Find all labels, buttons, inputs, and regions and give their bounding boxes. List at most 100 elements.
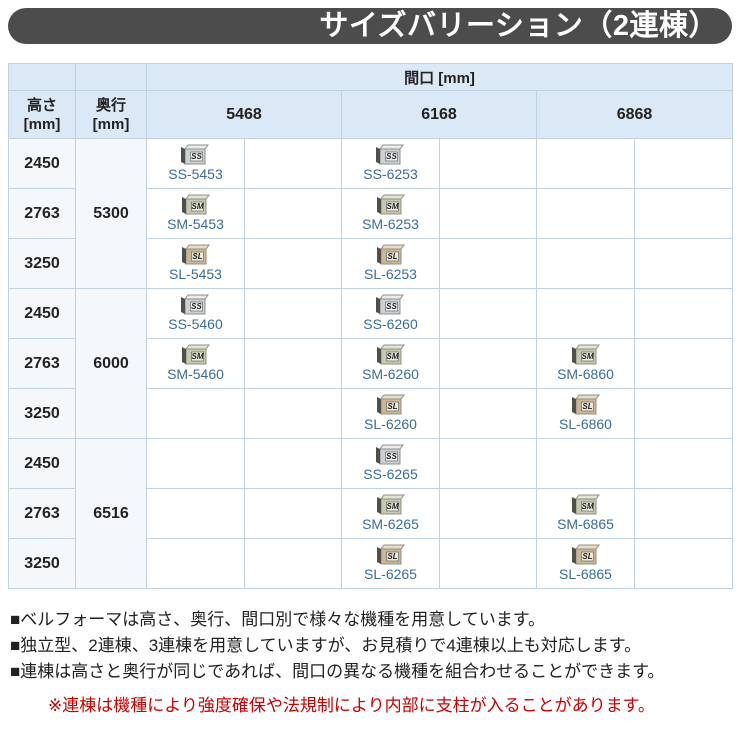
svg-text:SM: SM: [386, 352, 398, 361]
sm-unit-icon: SM: [181, 194, 210, 214]
svg-text:SL: SL: [387, 402, 397, 411]
frontage-span-header: 間口 [mm]: [145, 63, 734, 91]
sl-unit-icon: SL: [376, 394, 405, 414]
empty-cell: [536, 188, 635, 239]
product-link[interactable]: SM SM-6260: [362, 344, 419, 382]
empty-cell: [439, 288, 537, 339]
sl-unit-icon: SL: [376, 244, 405, 264]
sm-unit-icon: SM: [571, 344, 600, 364]
empty-cell: [633, 438, 734, 489]
empty-cell: [244, 388, 342, 439]
sl-unit-icon: SL: [571, 544, 600, 564]
height-value: 3250: [8, 388, 76, 439]
empty-cell: [633, 338, 734, 389]
height-value: 3250: [8, 238, 76, 289]
product-link[interactable]: SS SS-6260: [363, 294, 418, 332]
table-row: 2450 5300 SS SS-5453 SS SS-6253: [8, 138, 734, 289]
product-cell: SM SM-5460: [146, 338, 245, 389]
product-link[interactable]: SL SL-6265: [364, 544, 417, 582]
product-link[interactable]: SS SS-5460: [168, 294, 223, 332]
svg-text:SL: SL: [582, 402, 592, 411]
empty-cell: [439, 238, 537, 289]
height-column-header: 高さ [mm]: [8, 90, 76, 139]
product-cell: SS SS-6253: [341, 138, 440, 189]
product-code: SS-5453: [168, 165, 223, 182]
product-link[interactable]: SM SM-6265: [362, 494, 419, 532]
ss-unit-icon: SS: [376, 294, 405, 314]
sm-unit-icon: SM: [571, 494, 600, 514]
note-line: ■連棟は高さと奥行が同じであれば、間口の異なる機種を組合わせることができます。: [10, 662, 665, 681]
sl-unit-icon: SL: [181, 244, 210, 264]
product-code: SM-6860: [557, 365, 614, 382]
product-cell: SL SL-6860: [536, 388, 635, 439]
svg-text:SS: SS: [387, 302, 398, 311]
empty-cell: [244, 438, 342, 489]
table-row: 2450 6516 SS SS-6265: [8, 438, 734, 589]
product-link[interactable]: SM SM-5453: [167, 194, 224, 232]
svg-text:SM: SM: [581, 352, 593, 361]
product-link[interactable]: SL SL-5453: [169, 244, 222, 282]
table-row: 3250 SL SL-6260 SL SL-6860: [8, 388, 734, 439]
empty-cell: [633, 288, 734, 339]
svg-text:SS: SS: [387, 452, 398, 461]
height-value: 2450: [8, 438, 76, 489]
product-link[interactable]: SS SS-6253: [363, 144, 418, 182]
product-link[interactable]: SL SL-6865: [559, 544, 612, 582]
ss-unit-icon: SS: [181, 144, 210, 164]
product-link[interactable]: SM SM-6860: [557, 344, 614, 382]
svg-text:SL: SL: [582, 552, 592, 561]
product-code: SM-5460: [167, 365, 224, 382]
note-line: ■ベルフォーマは高さ、奥行、間口別で様々な機種を用意しています。: [10, 610, 546, 629]
product-link[interactable]: SS SS-6265: [363, 444, 418, 482]
blank-header-cell: [75, 63, 147, 91]
width-header-6868: 6868: [535, 90, 734, 139]
height-value: 2450: [8, 288, 76, 339]
height-unit: [mm]: [23, 115, 61, 133]
empty-cell: [244, 188, 342, 239]
depth-value: 6516: [75, 438, 147, 589]
product-link[interactable]: SL SL-6260: [364, 394, 417, 432]
empty-cell: [536, 238, 635, 289]
product-link[interactable]: SL SL-6860: [559, 394, 612, 432]
product-cell: SL SL-6865: [536, 538, 635, 589]
ss-unit-icon: SS: [376, 144, 405, 164]
table-row: 2763 SM SM-5453 SM SM-6253: [8, 188, 734, 239]
product-code: SL-6253: [364, 265, 417, 282]
product-cell: SL SL-5453: [146, 238, 245, 289]
product-code: SM-6253: [362, 215, 419, 232]
svg-text:SM: SM: [191, 202, 203, 211]
product-link[interactable]: SM SM-5460: [167, 344, 224, 382]
empty-cell: [536, 288, 635, 339]
svg-text:SS: SS: [192, 152, 203, 161]
product-link[interactable]: SM SM-6865: [557, 494, 614, 532]
product-link[interactable]: SM SM-6253: [362, 194, 419, 232]
product-link[interactable]: SL SL-6253: [364, 244, 417, 282]
empty-cell: [146, 438, 245, 489]
product-code: SS-6265: [363, 465, 418, 482]
table-row: 2763 SM SM-5460 SM SM-6260 SM SM-6860: [8, 338, 734, 389]
product-cell: SS SS-6260: [341, 288, 440, 339]
depth-column-header: 奥行 [mm]: [75, 90, 147, 139]
svg-text:SL: SL: [387, 552, 397, 561]
product-code: SM-6265: [362, 515, 419, 532]
product-code: SL-6860: [559, 415, 612, 432]
depth-label: 奥行: [95, 96, 126, 114]
empty-cell: [244, 338, 342, 389]
product-code: SS-6260: [363, 315, 418, 332]
product-code: SM-5453: [167, 215, 224, 232]
page-title: サイズバリーション（2連棟）: [319, 10, 718, 42]
product-link[interactable]: SS SS-5453: [168, 144, 223, 182]
sm-unit-icon: SM: [376, 494, 405, 514]
svg-text:SS: SS: [387, 152, 398, 161]
height-value: 3250: [8, 538, 76, 589]
product-cell: SM SM-6860: [536, 338, 635, 389]
height-label: 高さ: [26, 96, 57, 114]
table-row: 2450 6000 SS SS-5460 SS SS-6260: [8, 288, 734, 439]
empty-cell: [244, 138, 342, 189]
svg-text:SL: SL: [387, 252, 397, 261]
width-header-6168: 6168: [341, 90, 537, 139]
product-cell: SM SM-6260: [341, 338, 440, 389]
product-cell: SM SM-6265: [341, 488, 440, 539]
product-code: SL-6265: [364, 565, 417, 582]
empty-cell: [439, 538, 537, 589]
